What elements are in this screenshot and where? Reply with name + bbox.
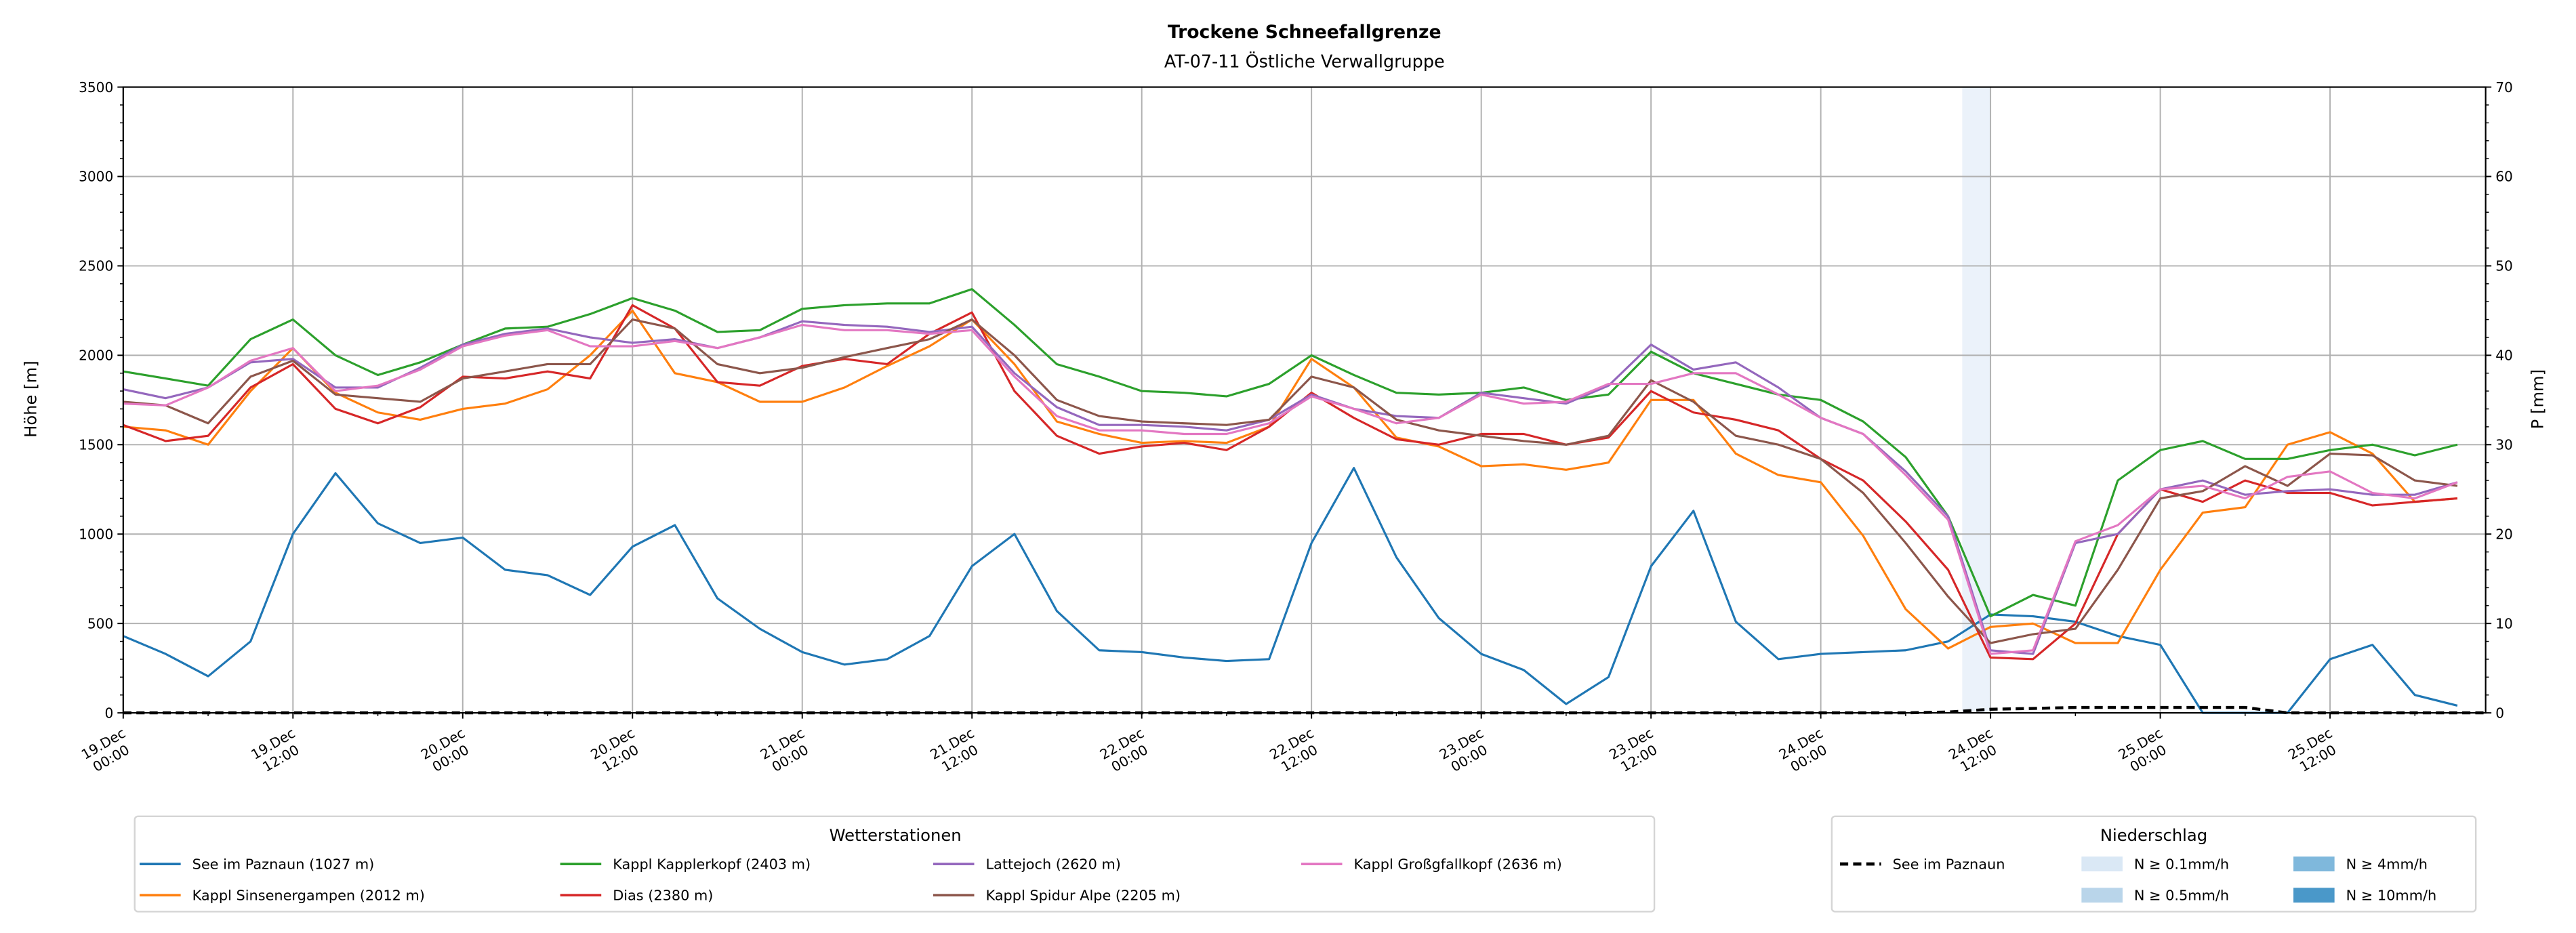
- chart-subtitle: AT-07-11 Östliche Verwallgruppe: [1164, 51, 1445, 72]
- y-right-tick-label: 10: [2495, 615, 2513, 631]
- legend-label-precip-class: N ≥ 4mm/h: [2346, 856, 2428, 872]
- legend-label: Kappl Sinsenergampen (2012 m): [192, 887, 425, 903]
- legend-label-precip-class: N ≥ 10mm/h: [2346, 887, 2437, 903]
- series-line-5: [123, 318, 2458, 644]
- legend-label: Kappl Kapplerkopf (2403 m): [613, 856, 811, 872]
- y-right-tick-label: 0: [2495, 705, 2504, 721]
- chart-title: Trockene Schneefallgrenze: [1168, 22, 1442, 43]
- legend-swatch-precip-class: [2293, 856, 2335, 872]
- legend-stations: Wetterstationen See im Paznaun (1027 m) K…: [134, 815, 1656, 913]
- y-tick-label: 2000: [79, 348, 113, 364]
- legend-label: Kappl Großgfallkopf (2636 m): [1353, 856, 1561, 872]
- y-right-tick-label: 60: [2495, 169, 2513, 185]
- y-right-tick-label: 50: [2495, 258, 2513, 274]
- legend-label-precip: See im Paznaun: [1893, 856, 2005, 872]
- legend-label: Dias (2380 m): [613, 887, 713, 903]
- series-line-1: [123, 309, 2458, 650]
- y-tick-label: 3500: [79, 79, 113, 96]
- series-line-2: [123, 288, 2458, 618]
- legend-swatch-precip-class: [2293, 888, 2335, 903]
- y-axis-label: Höhe [m]: [20, 360, 40, 438]
- legend-label-precip-class: N ≥ 0.1mm/h: [2134, 856, 2229, 872]
- y-tick-label: 1000: [79, 526, 113, 543]
- y-tick-label: 3000: [79, 169, 113, 185]
- legend-title: Wetterstationen: [830, 825, 962, 845]
- legend-label: Lattejoch (2620 m): [985, 856, 1120, 872]
- plot-frame: [122, 86, 2487, 714]
- x-tick-label: 21.Dec00:00: [758, 725, 816, 777]
- y-right-tick-label: 70: [2495, 79, 2513, 96]
- y-right-tick-label: 20: [2495, 526, 2513, 543]
- legend-frame: [134, 815, 1656, 913]
- legend-label-precip-class: N ≥ 0.5mm/h: [2134, 887, 2229, 903]
- series-line-6: [123, 323, 2458, 655]
- legend-label: Kappl Spidur Alpe (2205 m): [985, 887, 1181, 903]
- precip-intensity-band: [1962, 87, 1991, 713]
- y-axis-label-right: P [mm]: [2528, 369, 2548, 429]
- y-right-tick-label: 30: [2495, 437, 2513, 453]
- legend-swatch-precip-class: [2081, 888, 2123, 903]
- grid: [123, 87, 2486, 713]
- legend-label: See im Paznaun (1027 m): [192, 856, 375, 872]
- precip-bands: [1962, 87, 1991, 713]
- legend-title: Niederschlag: [2100, 825, 2207, 845]
- y-right-tick-label: 40: [2495, 348, 2513, 364]
- y-tick-label: 1500: [79, 437, 113, 453]
- y-tick-label: 0: [104, 705, 113, 721]
- y-tick-label: 500: [87, 615, 113, 631]
- legend-precipitation: Niederschlag See im Paznaun N ≥ 0.1mm/h N…: [1831, 815, 2477, 913]
- series-line-0: [123, 467, 2458, 714]
- y-tick-label: 2500: [79, 258, 113, 274]
- legend-swatch-precip-class: [2081, 856, 2123, 872]
